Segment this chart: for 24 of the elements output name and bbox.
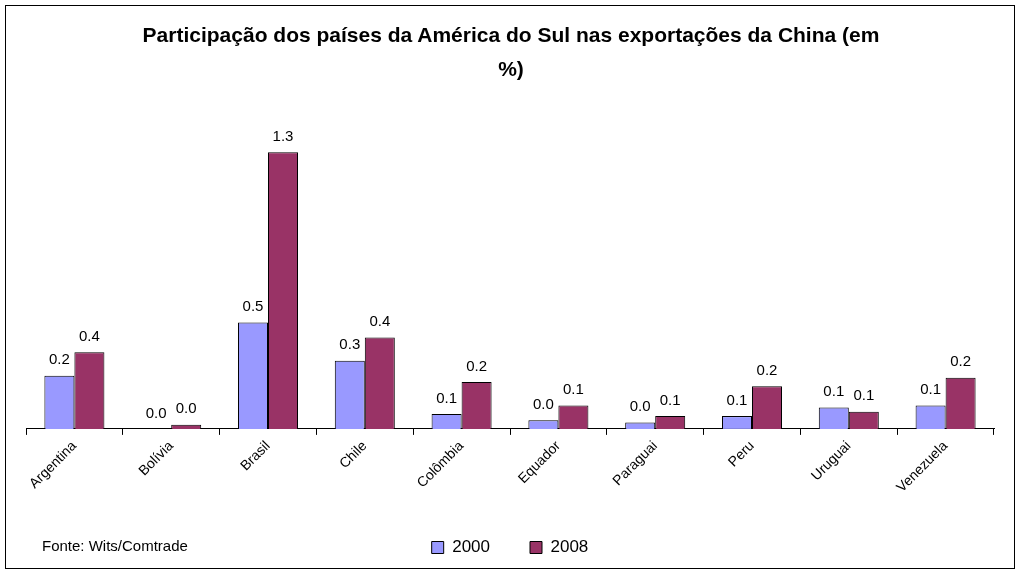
data-label: 0.1 — [853, 386, 875, 404]
data-label: 0.2 — [756, 360, 778, 378]
data-label: 0.0 — [145, 403, 167, 421]
data-label: 0.1 — [823, 382, 845, 400]
data-label: 0.1 — [659, 390, 681, 408]
data-label: 0.5 — [242, 297, 264, 315]
data-label: 0.1 — [562, 380, 584, 398]
data-label: 0.0 — [532, 395, 554, 413]
data-label: 0.0 — [175, 399, 197, 417]
data-label: 0.0 — [629, 397, 651, 415]
data-label: 0.2 — [950, 352, 972, 370]
legend-label: 2000 — [452, 537, 491, 557]
data-label: 0.3 — [339, 335, 361, 353]
data-label: 0.4 — [369, 312, 391, 330]
data-label: 1.3 — [272, 126, 294, 144]
data-label: 0.1 — [920, 380, 942, 398]
data-label: 0.1 — [726, 390, 748, 408]
data-label: 0.2 — [466, 356, 488, 374]
legend-label: 2008 — [550, 537, 589, 557]
data-label: 0.1 — [436, 388, 458, 406]
chart-title: Participação dos países da América do Sul nas exportações da China (em %) — [141, 22, 881, 82]
source-note: Fonte: Wits/Comtrade — [42, 537, 188, 554]
data-label: 0.2 — [48, 350, 70, 368]
data-label: 0.4 — [78, 326, 100, 344]
